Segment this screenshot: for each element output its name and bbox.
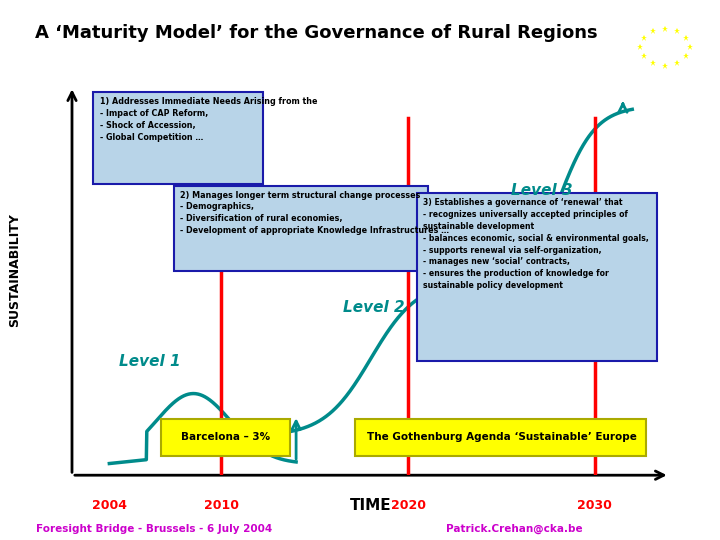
Text: Level 2: Level 2 <box>343 300 405 315</box>
Text: 2010: 2010 <box>204 498 239 511</box>
FancyBboxPatch shape <box>94 92 264 184</box>
Text: The Gothenburg Agenda ‘Sustainable’ Europe: The Gothenburg Agenda ‘Sustainable’ Euro… <box>366 433 636 442</box>
Text: 2004: 2004 <box>92 498 127 511</box>
Text: 3) Establishes a governance of ‘renewal’ that
- recognizes universally accepted : 3) Establishes a governance of ‘renewal’… <box>423 198 649 290</box>
FancyBboxPatch shape <box>174 186 428 271</box>
Text: A ‘Maturity Model’ for the Governance of Rural Regions: A ‘Maturity Model’ for the Governance of… <box>35 24 598 42</box>
Text: SUSTAINABILITY: SUSTAINABILITY <box>8 213 21 327</box>
Text: Level 1: Level 1 <box>119 354 180 369</box>
Text: TIME: TIME <box>350 498 392 513</box>
Text: 2020: 2020 <box>391 498 426 511</box>
Text: 1) Addresses Immediate Needs Arising from the
- Impact of CAP Reform,
- Shock of: 1) Addresses Immediate Needs Arising fro… <box>100 97 318 141</box>
Text: Patrick.Crehan@cka.be: Patrick.Crehan@cka.be <box>446 523 583 534</box>
FancyBboxPatch shape <box>161 419 289 456</box>
FancyBboxPatch shape <box>355 419 647 456</box>
Text: 2030: 2030 <box>577 498 612 511</box>
FancyBboxPatch shape <box>417 193 657 361</box>
Text: Foresight Bridge - Brussels - 6 July 2004: Foresight Bridge - Brussels - 6 July 200… <box>36 523 272 534</box>
Text: Barcelona – 3%: Barcelona – 3% <box>181 433 270 442</box>
Text: Level 3: Level 3 <box>511 183 572 198</box>
Text: 2) Manages longer term structural change processes
- Demographics,
- Diversifica: 2) Manages longer term structural change… <box>180 191 449 235</box>
